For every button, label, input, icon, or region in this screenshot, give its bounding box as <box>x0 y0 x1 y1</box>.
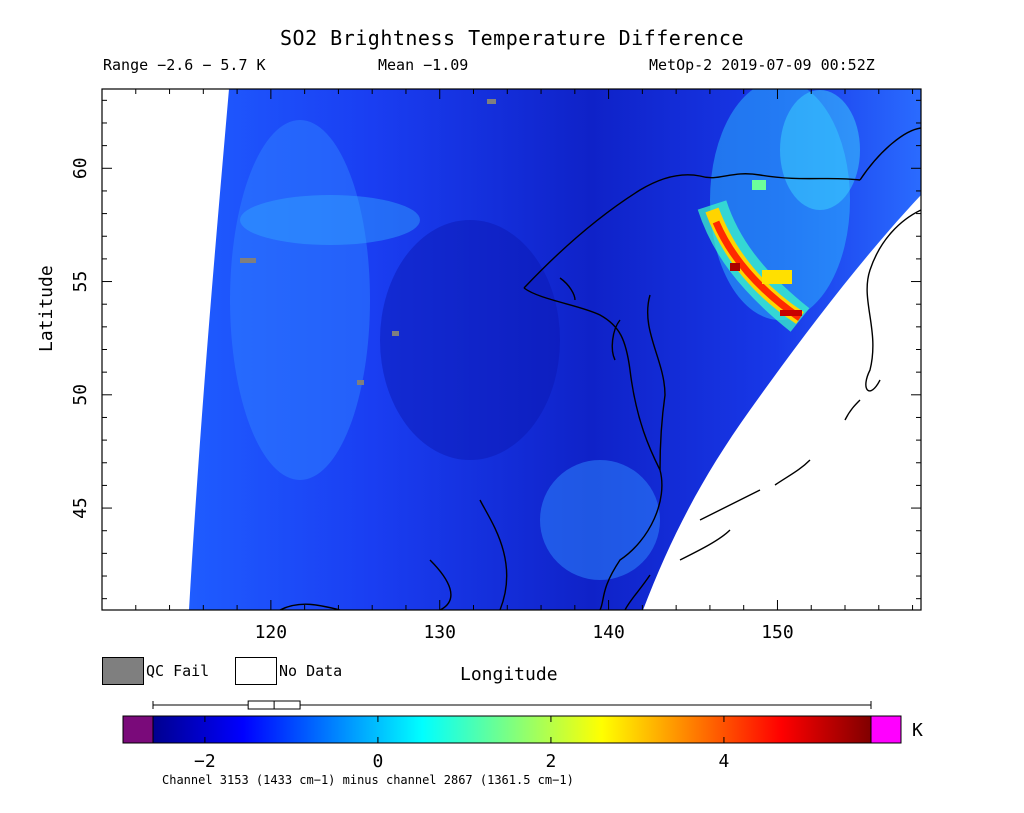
qc-fail-swatch <box>102 657 144 685</box>
channel-footnote: Channel 3153 (1433 cm−1) minus channel 2… <box>162 773 574 787</box>
colorbar-tick-label: 4 <box>719 751 730 772</box>
so2-plume <box>697 180 810 332</box>
no-data-label: No Data <box>279 662 343 680</box>
distribution-boxplot <box>152 700 872 710</box>
colorbar-gradient <box>152 715 872 744</box>
y-tick-label: 45 <box>70 497 91 519</box>
coastlines <box>279 127 921 610</box>
colorbar-ticks <box>204 716 725 743</box>
x-tick-label: 140 <box>592 622 625 643</box>
mean-text: Mean −1.09 <box>378 56 469 74</box>
no-data-swatch <box>235 657 277 685</box>
range-text: Range −2.6 − 5.7 K <box>103 56 266 74</box>
y-tick-label: 55 <box>70 271 91 293</box>
colorbar-over <box>870 715 902 744</box>
x-axis-label: Longitude <box>460 664 558 685</box>
qc-fail-label: QC Fail <box>146 662 210 680</box>
satellite-time-text: MetOp-2 2019-07-09 00:52Z <box>649 56 875 74</box>
x-tick-label: 150 <box>761 622 794 643</box>
axis-ticks <box>102 89 921 610</box>
colorbar: −2 0 2 4 <box>122 715 902 772</box>
y-tick-label: 50 <box>70 384 91 406</box>
x-tick-label: 120 <box>255 622 288 643</box>
x-tick-label: 130 <box>423 622 456 643</box>
swath-pixels <box>230 89 860 580</box>
y-tick-label: 60 <box>70 157 91 179</box>
colorbar-tick-label: 2 <box>546 751 557 772</box>
map-title: SO2 Brightness Temperature Difference <box>279 26 745 50</box>
colorbar-tick-label: −2 <box>194 751 216 772</box>
axis-tick-labels: 120 130 140 150 45 50 55 60 <box>70 157 794 643</box>
colorbar-unit: K <box>912 720 923 741</box>
colorbar-under <box>122 715 154 744</box>
colorbar-tick-label: 0 <box>372 751 383 772</box>
colorbar-tick-labels: −2 0 2 4 <box>194 751 729 772</box>
y-axis-label: Latitude <box>36 265 57 352</box>
